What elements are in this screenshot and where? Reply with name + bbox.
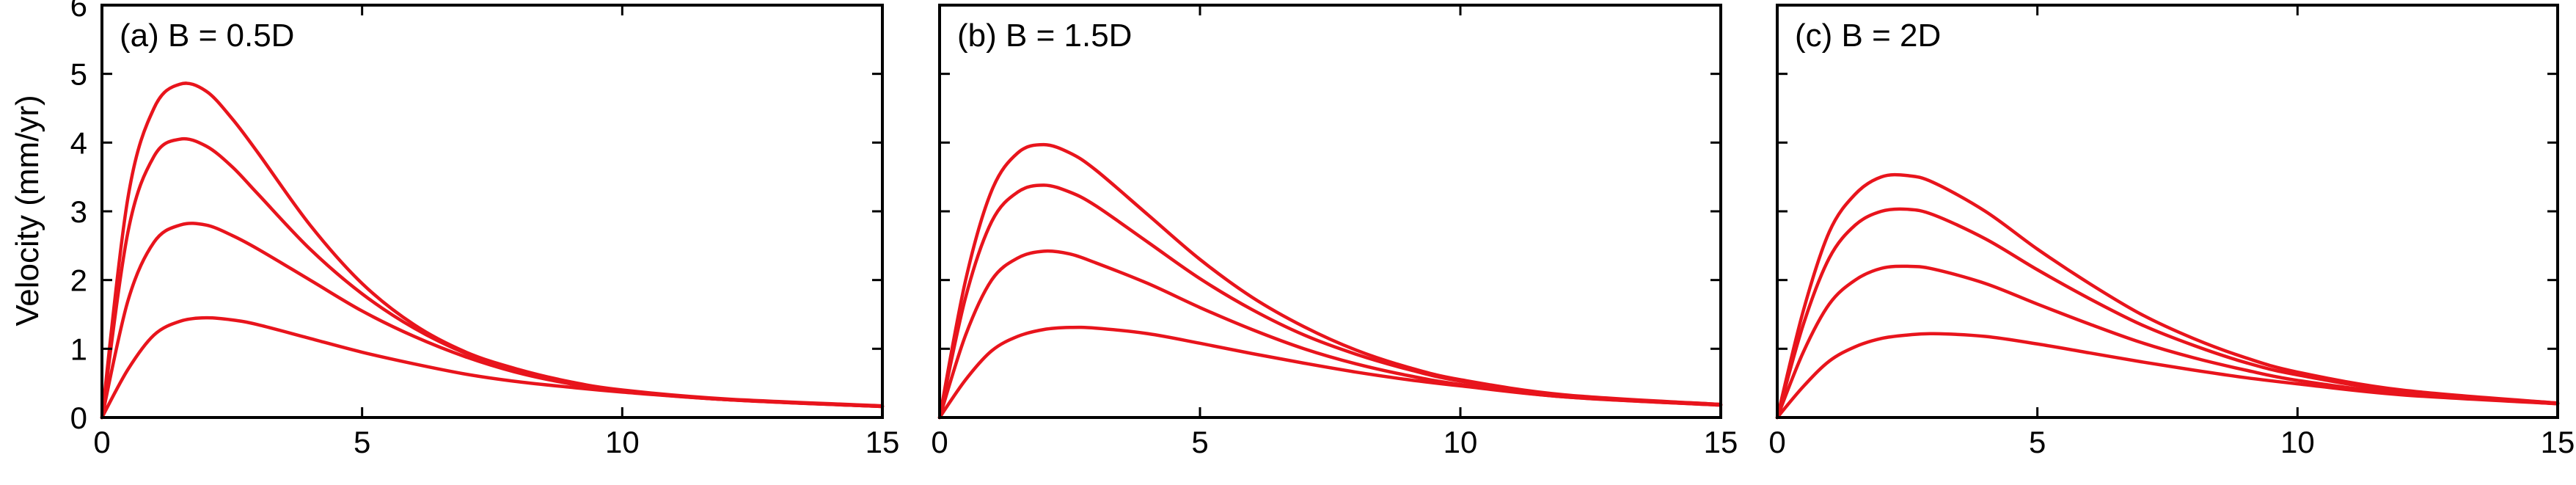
series-line-1: [1775, 172, 2560, 420]
panel-title: (b) B = 1.5D: [957, 18, 1132, 54]
plot-frame: [100, 4, 884, 419]
x-tick-label: 5: [354, 425, 370, 459]
series-line-4: [100, 316, 885, 420]
x-tick-label: 10: [2280, 425, 2315, 459]
y-tick-label: 1: [70, 332, 87, 366]
series-group: [937, 142, 1723, 420]
series-line-2: [100, 136, 885, 420]
series-group: [1775, 172, 2560, 420]
series-line-4: [937, 325, 1723, 420]
y-axis-label: Velocity (mm/yr): [10, 95, 45, 326]
panel-title: (c) B = 2D: [1795, 18, 1941, 54]
series-line-2: [1775, 207, 2560, 420]
series-line-2: [937, 183, 1723, 420]
series-line-3: [1775, 264, 2560, 420]
series-group: [100, 81, 885, 420]
chart-panel-2: 0 5 10 15 (b) B = 1.5D: [931, 4, 1738, 459]
series-line-1: [100, 81, 885, 420]
x-tick-label: 0: [1768, 425, 1785, 459]
y-tick-label: 4: [70, 125, 87, 160]
chart-panel-3: 0 5 10 15 (c) B = 2D: [1768, 4, 2575, 459]
panel-title: (a) B = 0.5D: [120, 18, 294, 54]
y-tick-label: 3: [70, 194, 87, 229]
chart-panel-1: 0 5 10 15 0 1 2 3 4 5 6 (a) B = 0.5D: [70, 0, 900, 459]
y-tick-label: 0: [70, 401, 87, 435]
x-tick-label: 15: [2541, 425, 2575, 459]
x-tick-label: 15: [1704, 425, 1738, 459]
y-tick-label: 5: [70, 57, 87, 92]
series-line-4: [1775, 332, 2560, 420]
y-tick-label: 2: [70, 263, 87, 298]
x-tick-label: 5: [1191, 425, 1208, 459]
x-tick-label: 0: [931, 425, 948, 459]
plot-frame: [1776, 4, 2559, 419]
series-line-3: [937, 249, 1723, 420]
series-line-1: [937, 142, 1723, 420]
y-tick-label: 6: [70, 0, 87, 23]
x-tick-label: 0: [93, 425, 110, 459]
panels: 0 5 10 15 0 1 2 3 4 5 6 (a) B = 0.5D 0 5 10 15 (b) B = 1…: [70, 0, 2575, 459]
x-tick-label: 5: [2029, 425, 2046, 459]
series-line-3: [100, 222, 885, 420]
x-tick-label: 10: [605, 425, 640, 459]
x-tick-label: 15: [866, 425, 900, 459]
x-tick-label: 10: [1443, 425, 1478, 459]
